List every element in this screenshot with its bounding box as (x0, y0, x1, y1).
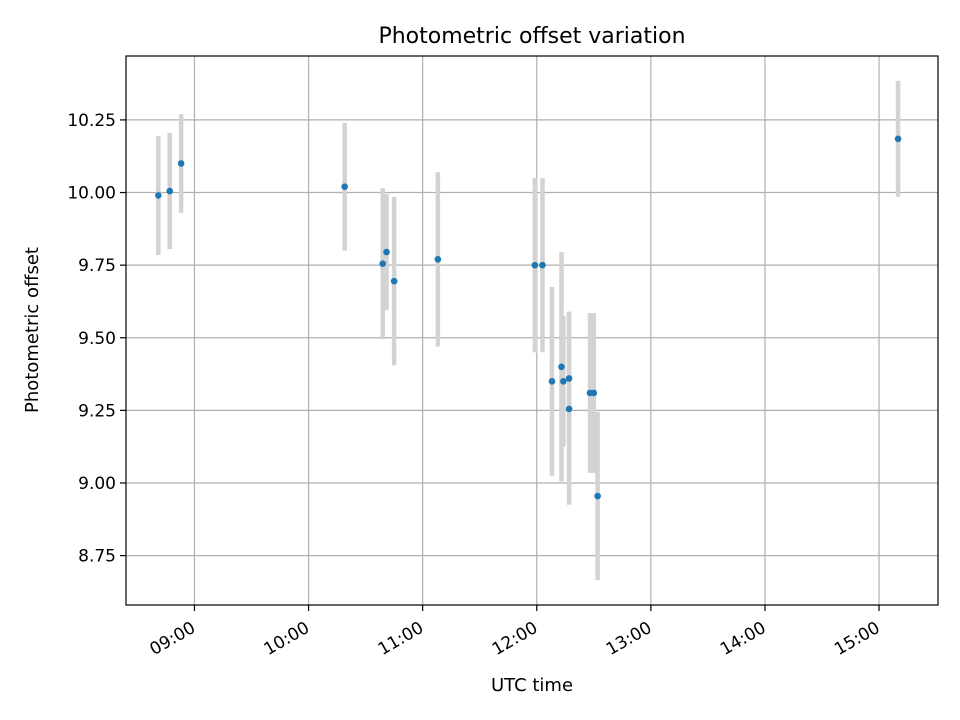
data-point (166, 187, 174, 195)
data-point (594, 492, 601, 500)
y-tick-label: 10.25 (67, 111, 116, 131)
data-point (539, 261, 546, 269)
data-point (341, 183, 348, 191)
data-point (434, 256, 442, 263)
y-axis-label: Photometric offset (22, 247, 43, 413)
data-point (558, 363, 565, 371)
data-point (565, 405, 573, 413)
y-tick-label: 9.75 (78, 256, 116, 276)
x-axis-label: UTC time (491, 675, 573, 696)
data-point (590, 389, 598, 397)
data-point (155, 192, 162, 199)
grid (126, 56, 938, 605)
data-point (548, 378, 556, 385)
data-point (565, 375, 573, 382)
y-tick-label: 10.00 (67, 184, 116, 204)
y-axis-ticks: 8.75 9.00 9.25 9.50 9.75 10.00 10.25 (67, 111, 126, 567)
plot-frame (125, 55, 939, 606)
data-point (560, 378, 567, 385)
data-point (177, 160, 185, 167)
data-point (531, 261, 539, 269)
y-tick-label: 9.00 (78, 474, 116, 494)
data-point (383, 248, 390, 256)
y-tick-label: 9.25 (78, 401, 116, 421)
y-tick-label: 9.50 (78, 329, 116, 349)
y-tick-label: 8.75 (78, 547, 116, 567)
chart-title: Photometric offset variation (378, 24, 685, 49)
data-point (390, 277, 398, 285)
data-point (894, 135, 902, 143)
data-point (379, 260, 387, 267)
data-points (155, 135, 902, 500)
